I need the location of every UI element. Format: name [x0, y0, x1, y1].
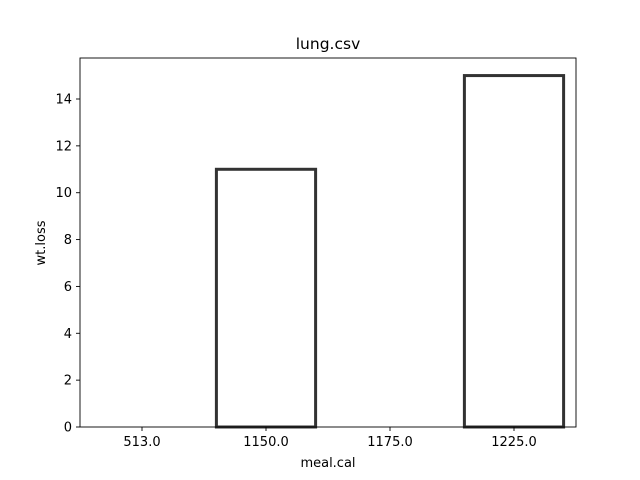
x-axis-ticks: 513.0 1150.0 1175.0 1225.0: [123, 427, 537, 450]
y-axis-ticks: 0 2 4 6 8 10 12 14: [55, 93, 80, 436]
x-tick-label: 513.0: [123, 435, 160, 450]
y-axis-label: wt.loss: [34, 220, 49, 265]
bars-group: [214, 74, 566, 429]
x-tick-label: 1150.0: [243, 435, 289, 450]
y-tick-label: 0: [64, 421, 72, 436]
x-tick-label: 1225.0: [491, 435, 537, 450]
x-axis-label: meal.cal: [300, 456, 355, 471]
y-tick-label: 10: [55, 186, 72, 201]
y-tick-label: 2: [64, 374, 72, 389]
bar-1150.0: [214, 167, 318, 429]
chart-title: lung.csv: [296, 35, 361, 53]
bar-1225.0: [462, 74, 566, 429]
x-tick-label: 1175.0: [367, 435, 413, 450]
y-tick-label: 6: [64, 280, 72, 295]
y-tick-label: 14: [55, 93, 72, 108]
y-tick-label: 4: [64, 327, 72, 342]
plot-frame: [79, 57, 577, 428]
y-tick-label: 12: [55, 139, 72, 154]
y-tick-label: 8: [64, 233, 72, 248]
